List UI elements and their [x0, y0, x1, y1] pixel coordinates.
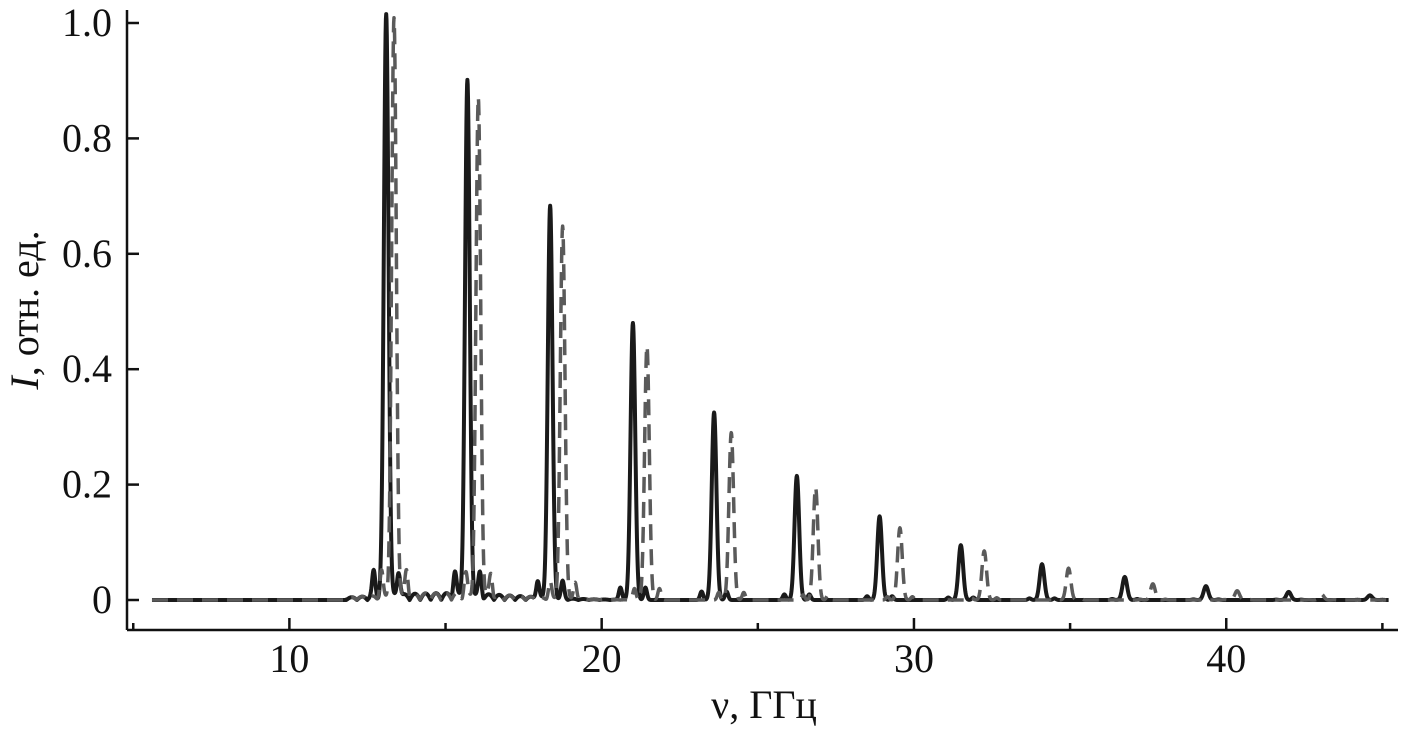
- y-tick-label: 0.4: [62, 346, 112, 391]
- y-axis-label: I, отн. ед.: [2, 230, 47, 390]
- x-axis-label: ν, ГГц: [711, 682, 817, 727]
- x-tick-label: 20: [582, 636, 622, 681]
- ticks-layer: 0 0.2 0.4 0.6 0.8 1.0 10 20 30 40: [62, 0, 1384, 681]
- x-tick-label: 40: [1206, 636, 1246, 681]
- dashed-series-line: [150, 16, 1391, 602]
- y-tick-label: 0: [92, 577, 112, 622]
- y-tick-label: 0.8: [62, 115, 112, 160]
- axes-layer: [125, 10, 1398, 632]
- series-layer: [150, 12, 1391, 602]
- x-tick-label: 30: [894, 636, 934, 681]
- y-axis-label-symbol: I: [2, 375, 47, 391]
- y-tick-label: 0.6: [62, 231, 112, 276]
- solid-series-line: [150, 12, 1391, 602]
- y-tick-label: 1.0: [62, 0, 112, 45]
- y-tick-label: 0.2: [62, 462, 112, 507]
- x-tick-label: 10: [269, 636, 309, 681]
- y-axis-label-units: , отн. ед.: [2, 230, 47, 376]
